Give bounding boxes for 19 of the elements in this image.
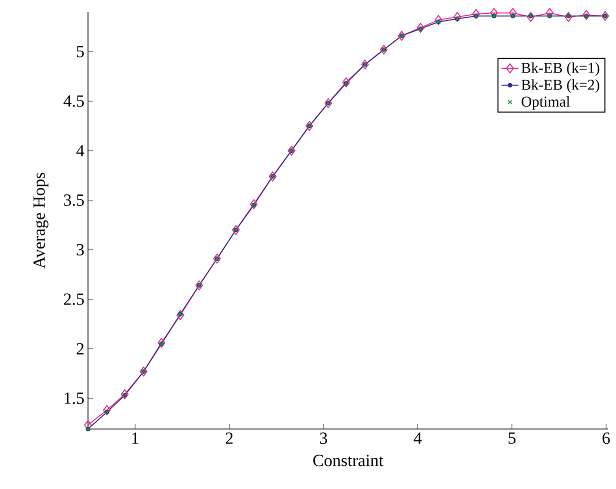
y-tick-label: 2.5 <box>64 293 84 305</box>
y-tick-label: 4 <box>76 145 84 156</box>
y-tick-label: 3 <box>76 244 84 256</box>
legend-label: Bk-EB (k=1) <box>521 62 600 76</box>
x-axis-title: Constraint <box>313 454 384 466</box>
y-tick-label: 4.5 <box>64 95 84 107</box>
y-tick-label: 1.5 <box>64 392 84 404</box>
x-tick-label: 2 <box>226 432 233 444</box>
x-tick-label: 3 <box>320 432 328 444</box>
x-tick-label: 1 <box>132 432 138 444</box>
y-tick-label: 2 <box>76 343 84 354</box>
x-tick-label: 4 <box>414 432 422 444</box>
y-axis-title: Average Hops <box>33 172 48 269</box>
legend-label: Optimal <box>522 96 570 110</box>
legend-label: Bk-EB (k=2) <box>521 79 600 93</box>
y-tick-label: 5 <box>76 46 84 58</box>
y-tick-label: 3.5 <box>64 194 84 206</box>
x-tick-label: 5 <box>508 432 516 444</box>
x-tick-label: 6 <box>602 432 610 444</box>
